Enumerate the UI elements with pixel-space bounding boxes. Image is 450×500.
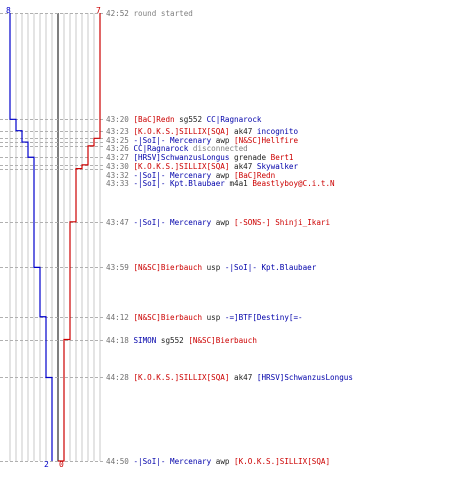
event-time: 43:59: [106, 263, 129, 272]
event-time: 43:25: [106, 135, 129, 145]
event-weapon: usp: [206, 313, 221, 322]
event-row: 44:28 [K.O.K.S.]SILLIX[SQA] ak47 [HRSV]S…: [106, 373, 353, 382]
event-text: [-SONS-] Shinji_Ikari: [234, 218, 331, 227]
event-weapon: m4a1: [229, 179, 248, 189]
event-time: 44:50: [106, 457, 129, 466]
event-time: 43:26: [106, 144, 129, 154]
event-row: 43:27 [HRSV]SchwanzusLongus grenade Bert…: [106, 153, 293, 162]
event-time: 42:52: [106, 9, 129, 18]
event-row: 43:47 -|SoI|- Mercenary awp [-SONS-] Shi…: [106, 218, 330, 227]
event-text: [HRSV]SchwanzusLongus: [133, 153, 230, 163]
event-text: [K.O.K.S.]SILLIX[SQA]: [234, 457, 331, 466]
event-text: [N&SC]Bierbauch: [133, 263, 203, 272]
event-row: 42:52 round started: [106, 9, 193, 18]
red-end-score: 0: [59, 460, 64, 469]
event-row: 43:30 [K.O.K.S.]SILLIX[SQA] ak47 Skywalk…: [106, 162, 298, 171]
event-weapon: sg552: [179, 115, 203, 124]
event-row: 43:25 -|SoI|- Mercenary awp [N&SC]Hellfi…: [106, 136, 298, 145]
event-text: Bert1: [270, 153, 294, 163]
event-time: 44:12: [106, 313, 129, 322]
blue-end-score: 2: [44, 460, 49, 469]
event-row: 43:26 CC|Ragnarock disconnected: [106, 144, 248, 153]
event-text: CC|Ragnarock: [206, 115, 262, 124]
event-text: [K.O.K.S.]SILLIX[SQA]: [133, 161, 230, 171]
event-time: 43:32: [106, 170, 129, 180]
event-text: SIMON: [133, 336, 157, 345]
event-text: -|SoI|- Mercenary: [133, 170, 212, 180]
event-text: -|SoI|- Mercenary: [133, 218, 212, 227]
event-weapon: sg552: [160, 336, 184, 345]
event-row: 44:18 SIMON sg552 [N&SC]Bierbauch: [106, 336, 257, 345]
event-text: disconnected: [192, 144, 248, 154]
event-text: -|SoI|- Kpt.Blaubaer: [224, 263, 317, 272]
event-weapon: grenade: [234, 153, 267, 163]
event-time: 43:23: [106, 127, 129, 136]
event-text: [N&SC]Hellfire: [234, 135, 299, 145]
event-text: -|SoI|- Mercenary: [133, 135, 212, 145]
event-text: incognito: [256, 127, 299, 136]
event-weapon: ak47: [234, 373, 253, 382]
blue-team-alive-line: [9, 13, 53, 461]
red-start-score: 7: [96, 6, 101, 15]
event-weapon: awp: [215, 170, 230, 180]
event-text: [N&SC]Bierbauch: [188, 336, 257, 345]
event-text: [K.O.K.S.]SILLIX[SQA]: [133, 373, 230, 382]
event-row: 43:20 [BaC]Redn sg552 CC|Ragnarock: [106, 115, 261, 124]
event-time: 43:33: [106, 179, 129, 189]
event-text: Beastlyboy@C.i.t.N: [252, 179, 335, 189]
event-time: 43:27: [106, 153, 129, 163]
event-text: -|SoI|- Mercenary: [133, 457, 212, 466]
event-time: 43:20: [106, 115, 129, 124]
event-text: -|SoI|- Kpt.Blaubaer: [133, 179, 225, 189]
event-time: 43:30: [106, 161, 129, 171]
event-row: 44:50 -|SoI|- Mercenary awp [K.O.K.S.]SI…: [106, 457, 330, 466]
event-weapon: ak47: [234, 127, 253, 136]
event-row: 43:59 [N&SC]Bierbauch usp -|SoI|- Kpt.Bl…: [106, 263, 316, 272]
event-weapon: ak47: [234, 161, 253, 171]
event-time: 44:18: [106, 336, 129, 345]
event-weapon: awp: [215, 135, 230, 145]
event-text: [BaC]Redn: [234, 170, 276, 180]
event-row: 44:12 [N&SC]Bierbauch usp -=]BTF[Destiny…: [106, 313, 303, 322]
event-row: 43:33 -|SoI|- Kpt.Blaubaer m4a1 Beastlyb…: [106, 179, 335, 188]
event-weapon: awp: [215, 457, 230, 466]
event-time: 44:28: [106, 373, 129, 382]
event-time: 43:47: [106, 218, 129, 227]
event-weapon: awp: [215, 218, 230, 227]
blue-start-score: 8: [6, 6, 11, 15]
event-row: 43:23 [K.O.K.S.]SILLIX[SQA] ak47 incogni…: [106, 127, 298, 136]
event-text: Skywalker: [256, 161, 299, 171]
red-team-alive-line: [58, 13, 101, 462]
event-text: round started: [133, 9, 193, 18]
event-text: -=]BTF[Destiny[=-: [224, 313, 303, 322]
event-text: [HRSV]SchwanzusLongus: [256, 373, 353, 382]
event-text: CC|Ragnarock: [133, 144, 189, 154]
event-weapon: usp: [206, 263, 221, 272]
event-text: [K.O.K.S.]SILLIX[SQA]: [133, 127, 230, 136]
event-row: 43:32 -|SoI|- Mercenary awp [BaC]Redn: [106, 171, 275, 180]
event-text: [N&SC]Bierbauch: [133, 313, 203, 322]
event-text: [BaC]Redn: [133, 115, 175, 124]
